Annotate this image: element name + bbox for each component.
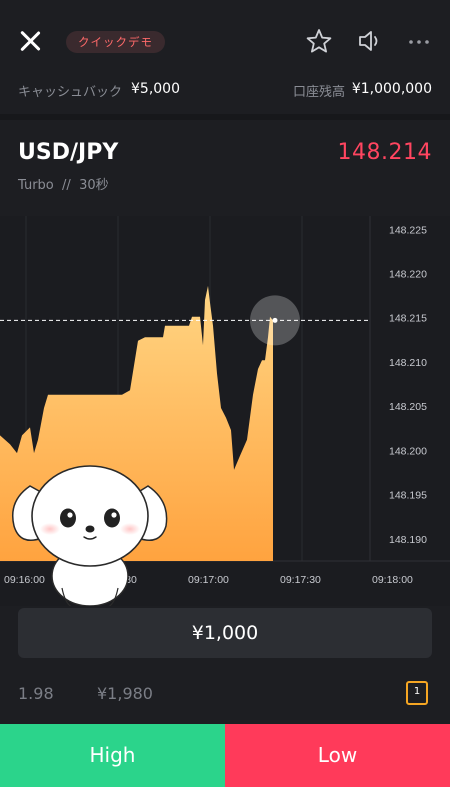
- puppy-mascot-illustration: [12, 465, 168, 606]
- separator: //: [62, 178, 71, 193]
- divider: [0, 114, 450, 120]
- cashback-value: ¥5,000: [131, 81, 180, 97]
- y-tick-label: 148.225: [389, 224, 427, 236]
- x-tick-label: 09:17:00: [188, 574, 229, 586]
- balance-label: 口座残高: [293, 85, 346, 100]
- instrument-panel: USD/JPY Turbo // 30秒 148.214: [0, 120, 450, 216]
- payout-amount: ¥1,980: [97, 684, 153, 703]
- duration-label: 30秒: [79, 178, 109, 193]
- chart-svg: 148.225 148.220 148.215 148.210 148.205 148.2…: [0, 216, 450, 606]
- currency-pair: USD/JPY: [18, 140, 119, 165]
- price-chart[interactable]: 148.225 148.220 148.215 148.210 148.205 148.2…: [0, 216, 450, 606]
- more-icon[interactable]: [406, 28, 432, 54]
- current-price-dot: [272, 317, 278, 323]
- balance-value: ¥1,000,000: [351, 81, 432, 97]
- high-button[interactable]: High: [0, 724, 225, 787]
- y-tick-label: 148.215: [389, 313, 427, 325]
- account-bar: キャッシュバック ¥5,000 口座残高 ¥1,000,000: [0, 76, 450, 114]
- x-tick-label: 09:16:00: [4, 574, 45, 586]
- x-tick-label: 09:18:00: [372, 574, 413, 586]
- y-tick-label: 148.195: [389, 490, 427, 502]
- top-bar: クイックデモ: [0, 0, 450, 76]
- star-icon[interactable]: [306, 28, 332, 54]
- y-tick-label: 148.210: [389, 357, 427, 369]
- low-button[interactable]: Low: [225, 724, 450, 787]
- current-price: 148.214: [337, 140, 432, 165]
- y-tick-label: 148.190: [389, 534, 427, 546]
- y-tick-label: 148.200: [389, 445, 427, 457]
- payout-rate: 1.98: [18, 684, 54, 703]
- y-tick-label: 148.205: [389, 401, 427, 413]
- mode-label: Turbo: [18, 178, 54, 193]
- y-tick-label: 148.220: [389, 269, 427, 281]
- x-tick-label: 09:17:30: [280, 574, 321, 586]
- speaker-icon[interactable]: [357, 28, 383, 54]
- trade-amount-field[interactable]: ¥1,000: [18, 608, 432, 658]
- instrument-subtitle: Turbo // 30秒: [18, 174, 109, 193]
- payout-row: 1.98 ¥1,980 1: [0, 660, 450, 722]
- cashback-label: キャッシュバック: [18, 85, 123, 100]
- demo-badge: クイックデモ: [66, 31, 165, 53]
- close-icon[interactable]: [18, 29, 42, 53]
- order-count-icon[interactable]: 1: [406, 681, 428, 705]
